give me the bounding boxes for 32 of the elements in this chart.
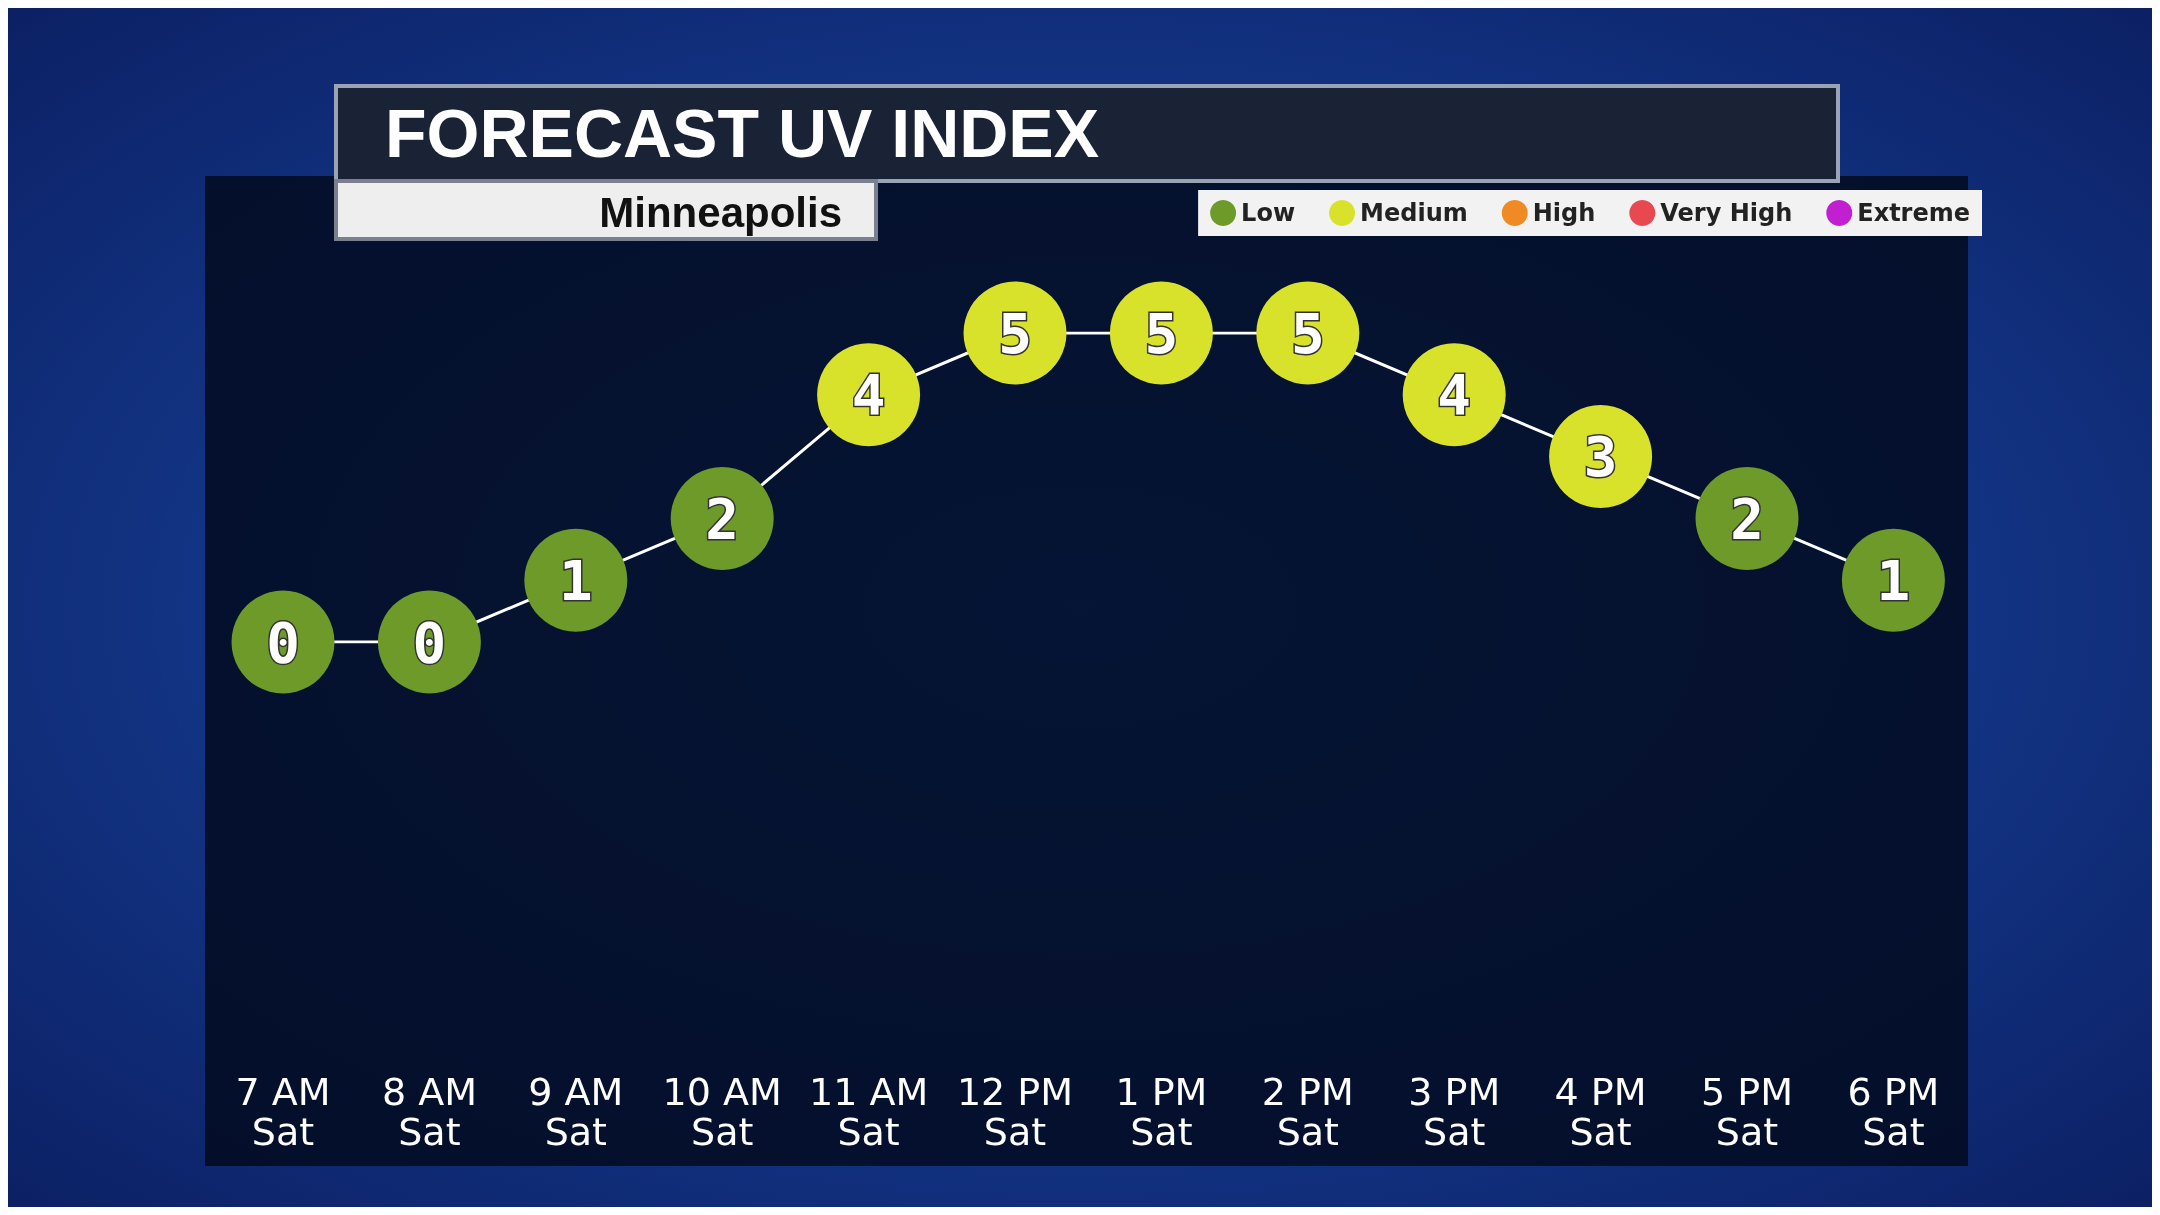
x-tick-label: 10 AM Sat [662,1070,782,1154]
data-label: 5 [998,300,1032,366]
legend-label: Extreme [1857,199,1970,227]
chart-subtitle: Minneapolis [599,188,843,236]
data-label: 1 [1876,547,1911,613]
legend-label: Medium [1360,199,1468,227]
x-tick-label: 2 PM Sat [1261,1070,1354,1154]
data-label: 4 [851,362,886,428]
data-label: 3 [1583,424,1618,490]
legend-label: Very High [1660,199,1793,227]
legend-label: High [1532,199,1596,227]
x-tick-label: 1 PM Sat [1115,1070,1208,1154]
chart-title: FORECAST UV INDEX [385,95,1100,171]
x-tick-label: 8 AM Sat [381,1070,477,1154]
x-tick-label: 6 PM Sat [1847,1070,1940,1154]
data-label: 4 [1437,362,1472,428]
data-label: 0 [412,609,447,675]
data-label: 2 [705,485,740,551]
x-tick-label: 5 PM Sat [1701,1070,1793,1154]
x-tick-label: 12 PM Sat [956,1070,1074,1154]
x-tick-label: 7 AM Sat [235,1070,331,1154]
legend-label: Low [1241,199,1296,227]
data-label: 5 [1290,300,1325,366]
data-label: 2 [1730,485,1764,551]
data-label: 0 [266,609,300,675]
data-label: 5 [1144,300,1179,366]
data-label: 1 [558,547,593,613]
point [524,528,628,632]
x-tick-label: 3 PM Sat [1408,1070,1501,1154]
x-tick-label: 9 AM Sat [528,1070,624,1154]
x-tick-label: 11 AM Sat [808,1070,929,1154]
x-tick-label: 4 PM Sat [1554,1070,1647,1154]
